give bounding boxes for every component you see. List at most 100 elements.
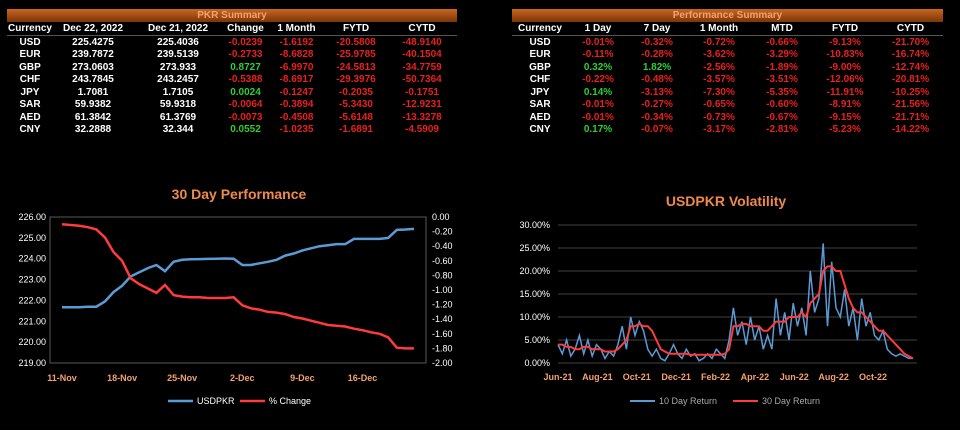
- table-cell: -3.57%: [703, 74, 735, 86]
- table-cell: 273.933: [159, 61, 197, 73]
- col-header: FYTD: [812, 22, 878, 36]
- table-cell: -21.56%: [891, 99, 930, 111]
- table-cell: 1.7081: [77, 86, 109, 98]
- currency-code: USD: [529, 36, 551, 48]
- table-cell: -12.9231: [402, 99, 442, 111]
- table-cell: -0.27%: [641, 99, 673, 111]
- table-cell: -3.51%: [766, 74, 798, 86]
- currency-code: GBP: [19, 61, 41, 73]
- table-cell: -1.6192: [279, 36, 314, 48]
- table-cell: 225.4275: [72, 36, 114, 48]
- performance-summary-title: Performance Summary: [512, 9, 943, 22]
- table-cell: -0.01%: [582, 36, 614, 48]
- plot-area: [49, 216, 427, 364]
- table-cell: -8.6828: [279, 49, 314, 61]
- chart-title: USDPKR Volatility: [666, 193, 787, 209]
- currency-code: EUR: [19, 49, 41, 61]
- currency-code: CHF: [529, 74, 551, 86]
- currency-code: SAR: [19, 99, 41, 111]
- x-tick-label: Oct-21: [623, 372, 651, 382]
- x-tick-label: 11-Nov: [47, 373, 77, 383]
- col-header: 1 Month: [686, 22, 752, 36]
- table-cell: -21.70%: [891, 36, 930, 48]
- table-row: JPY 1.7081 1.7105 0.0024 -0.1247 -0.2035 -0.17…: [7, 86, 457, 99]
- table-cell: -9.00%: [829, 61, 861, 73]
- table-cell: 0.32%: [583, 61, 613, 73]
- table-cell: -9.13%: [829, 36, 861, 48]
- table-cell: 32.344: [162, 124, 194, 136]
- left-y-tick-label: 221.00: [18, 316, 46, 326]
- left-y-tick-label: 223.00: [18, 275, 46, 285]
- chart-legend: 10 Day Return 30 Day Return: [630, 396, 820, 406]
- col-header: Change: [223, 22, 268, 36]
- table-cell: -5.3430: [339, 99, 373, 111]
- table-cell: -0.66%: [766, 36, 798, 48]
- left-y-tick-label: 225.00: [18, 233, 46, 243]
- table-cell: -0.34%: [641, 111, 673, 123]
- table-cell: -0.60%: [766, 99, 798, 111]
- table-cell: -1.89%: [766, 61, 798, 73]
- x-tick-label: 9-Dec: [290, 373, 315, 383]
- right-y-tick-label: -1.20: [432, 300, 453, 310]
- col-header: 1 Day: [568, 22, 628, 36]
- currency-code: CHF: [19, 74, 41, 86]
- table-cell: -0.3894: [279, 99, 314, 111]
- table-cell: -0.0073: [228, 111, 263, 123]
- table-cell: 243.2457: [157, 74, 199, 86]
- x-tick-label: Jun-21: [543, 372, 572, 382]
- right-y-tick-label: -2.00: [432, 358, 453, 368]
- table-cell: -5.6148: [339, 111, 373, 123]
- table-cell: -34.7759: [402, 61, 442, 73]
- col-header: MTD: [752, 22, 812, 36]
- table-cell: -0.01%: [582, 111, 614, 123]
- table-cell: -13.3278: [402, 111, 442, 123]
- table-cell: 0.17%: [583, 124, 613, 136]
- currency-code: USD: [19, 36, 41, 48]
- left-y-tick-label: 224.00: [18, 254, 46, 264]
- table-row: SAR -0.01% -0.27% -0.65% -0.60% -8.91% -21.56%: [512, 99, 943, 112]
- table-cell: -0.1247: [279, 86, 314, 98]
- x-tick-label: Aug-21: [582, 372, 613, 382]
- y-tick-label: 20.00%: [519, 266, 550, 276]
- table-cell: -7.30%: [703, 86, 735, 98]
- series-line-pct-change: [61, 223, 414, 350]
- right-y-tick-label: -1.40: [432, 314, 453, 324]
- y-tick-label: 25.00%: [519, 243, 550, 253]
- currency-code: AED: [19, 111, 41, 123]
- left-y-tick-label: 220.00: [18, 337, 46, 347]
- right-y-tick-label: -0.80: [432, 270, 453, 280]
- table-cell: 59.9318: [159, 99, 197, 111]
- table-row: AED -0.01% -0.34% -0.73% -0.67% -9.15% -21.71%: [512, 111, 943, 124]
- table-cell: -29.3976: [336, 74, 376, 86]
- table-row: SAR 59.9382 59.9318 -0.0064 -0.3894 -5.3430 -1…: [7, 99, 457, 112]
- currency-code: AED: [529, 111, 551, 123]
- currency-code: SAR: [529, 99, 551, 111]
- table-cell: -0.07%: [641, 124, 673, 136]
- performance-summary-header-row: Currency 1 Day 7 Day 1 Month MTD FYTD CY…: [512, 22, 943, 36]
- pkr-summary-title: PKR Summary: [7, 9, 457, 22]
- x-tick-label: 25-Nov: [167, 373, 197, 383]
- y-tick-label: 5.00%: [524, 335, 550, 345]
- table-cell: 1.7105: [162, 86, 194, 98]
- table-row: GBP 0.32% 1.82% -2.56% -1.89% -9.00% -12.74%: [512, 61, 943, 74]
- table-cell: -8.91%: [829, 99, 861, 111]
- table-row: EUR -0.11% -0.28% -3.62% -3.29% -10.83% -16.74…: [512, 49, 943, 62]
- table-cell: 0.8727: [230, 61, 261, 73]
- table-cell: 1.82%: [642, 61, 672, 73]
- right-y-tick-label: 0.00: [432, 212, 450, 222]
- currency-code: EUR: [529, 49, 551, 61]
- x-tick-label: 16-Dec: [348, 373, 378, 383]
- table-cell: -4.5909: [405, 124, 439, 136]
- series-line-30-day-return: [558, 265, 914, 360]
- table-cell: -8.6917: [279, 74, 314, 86]
- table-cell: -6.9970: [279, 61, 314, 73]
- col-header: CYTD: [387, 22, 457, 36]
- currency-code: JPY: [20, 86, 40, 98]
- table-row: AED 61.3842 61.3769 -0.0073 -0.4508 -5.6148 -1…: [7, 111, 457, 124]
- table-cell: -0.1751: [405, 86, 439, 98]
- table-cell: -0.32%: [641, 36, 673, 48]
- table-cell: 243.7845: [72, 74, 114, 86]
- table-row: JPY 0.14% -3.13% -7.30% -5.35% -11.91% -10.25%: [512, 86, 943, 99]
- table-cell: -0.5388: [228, 74, 263, 86]
- x-tick-label: Feb-22: [701, 372, 730, 382]
